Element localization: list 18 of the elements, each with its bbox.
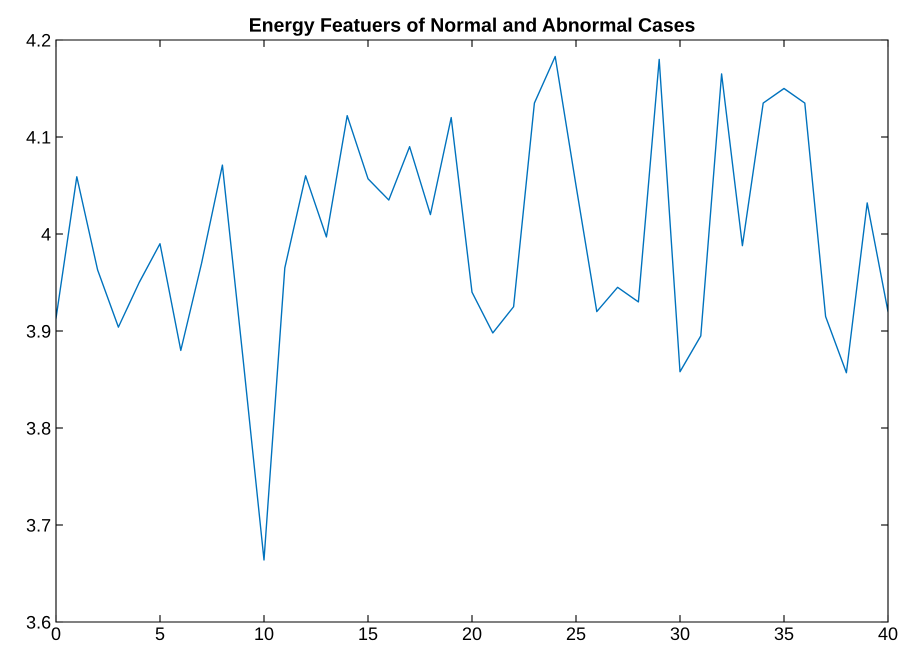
y-tick-label: 3.9 [26,324,50,338]
line-series [56,56,888,561]
x-tick-label: 25 [566,627,586,640]
x-tick-label: 15 [359,628,378,640]
y-tick-label: 3.8 [26,422,50,435]
x-tick-label: 20 [462,627,482,640]
y-tick-label: 4.2 [26,34,50,47]
chart-title: Energy Featuers of Normal and Abnormal Cases [250,18,695,36]
x-tick-label: 10 [255,627,274,640]
y-tick-label: 4.1 [26,131,50,144]
x-tick-label: 30 [670,627,690,640]
y-tick-label: 4 [42,228,51,241]
x-tick-label: 0 [52,627,60,640]
x-tick-label: 35 [774,627,794,640]
x-tick-label: 40 [878,627,898,640]
x-tick-label: 5 [156,628,164,640]
y-tick-label: 3.7 [26,518,50,532]
y-tick-label: 3.6 [26,616,50,629]
